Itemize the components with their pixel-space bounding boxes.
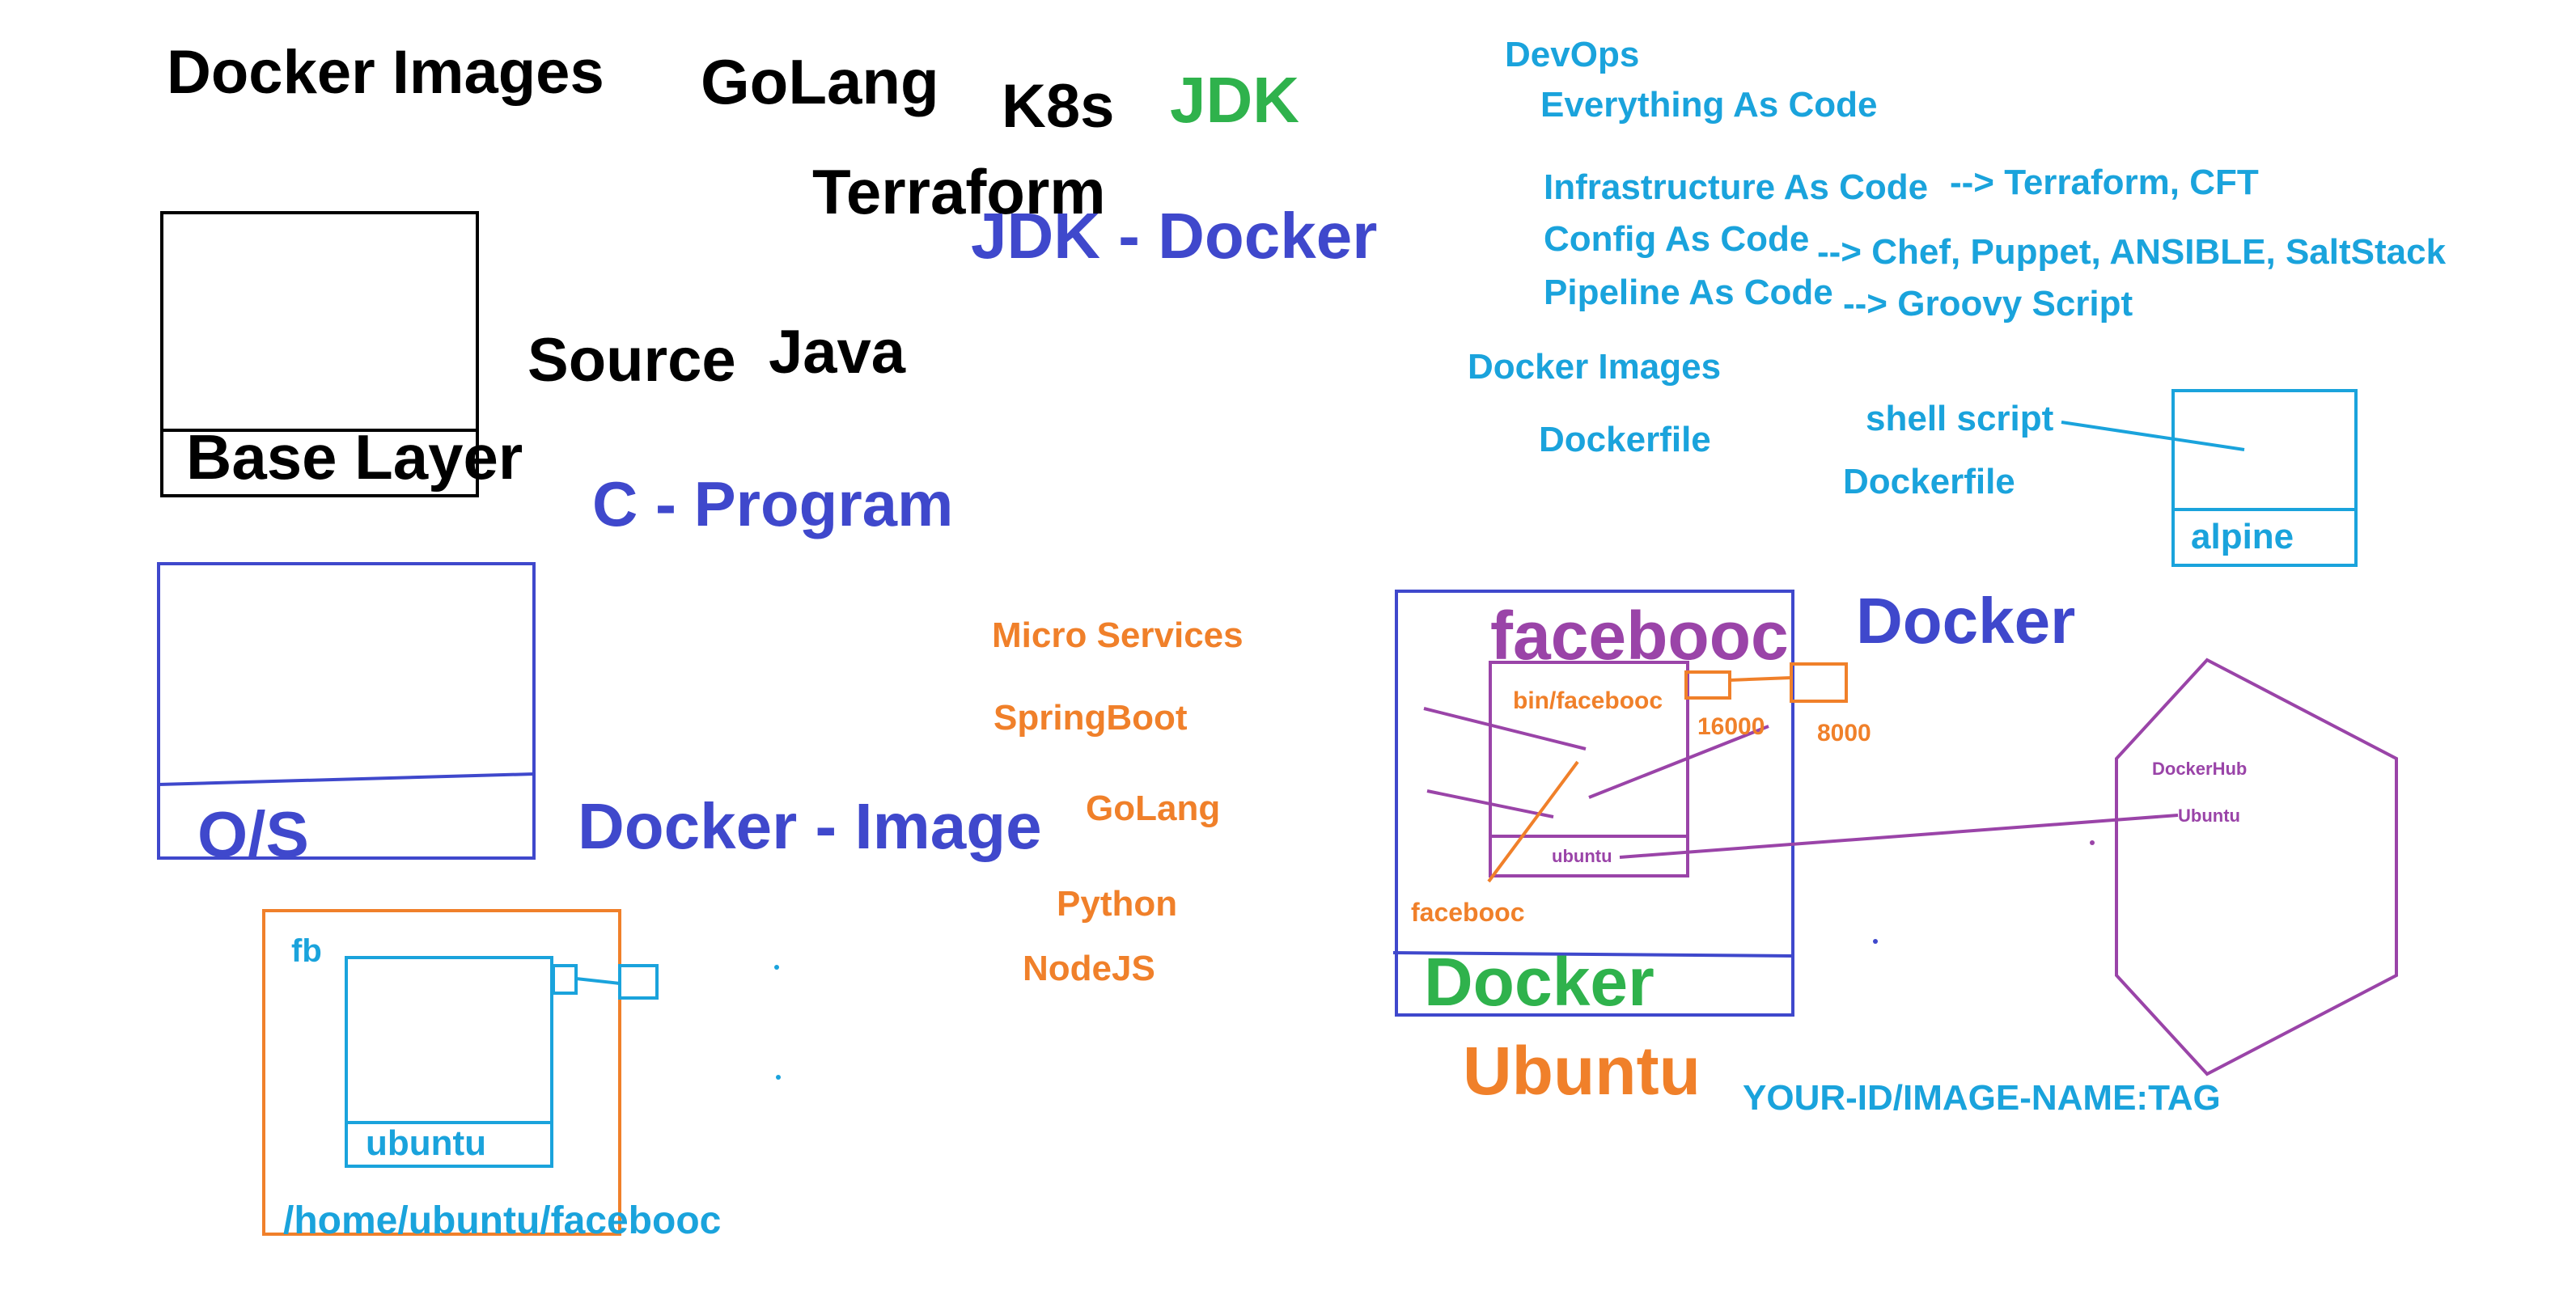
hub-ubuntu-label: Ubuntu [2178,806,2240,826]
fb-path: /home/ubuntu/facebooc [283,1199,722,1242]
os-divider [158,772,535,786]
container-ubuntu-label: ubuntu [1552,846,1612,866]
golang-word: GoLang [701,46,939,117]
facebooc-title: facebooc [1490,598,1789,674]
port-box-container [1684,670,1731,700]
dot [776,1075,781,1080]
dockerhub-hexagon [2115,658,2398,1076]
fb-port-link [575,977,621,985]
config-tools-text: --> Chef, Puppet, ANSIBLE, SaltStack [1817,232,2447,272]
alpine-box [2171,389,2358,567]
docker-image-word: Docker - Image [578,790,1042,862]
dot [2090,840,2095,845]
dockerfile-note: Dockerfile [1539,420,1711,459]
ubuntu-os-label: Ubuntu [1463,1033,1701,1109]
fb-port-large [618,964,659,1000]
jdk-docker-word: JDK - Docker [971,200,1378,272]
springboot-text: SpringBoot [994,698,1188,738]
k8s-word: K8s [1002,72,1115,141]
golang-service-text: GoLang [1086,789,1221,828]
iac-text: Infrastructure As Code [1544,167,1929,207]
binary-label: bin/facebooc [1513,687,1663,714]
source-to-container-link [1487,760,1579,883]
java-word: Java [769,318,906,387]
iac-tools-text: --> Terraform, CFT [1950,163,2259,202]
fb-ubuntu-label: ubuntu [366,1123,487,1163]
nodejs-text: NodeJS [1023,949,1155,988]
dot [774,965,779,970]
devops-heading: DevOps [1505,35,1640,74]
scribble-line [1423,707,1587,751]
micro-services-text: Micro Services [992,615,1244,655]
port-container-label: 16000 [1697,713,1765,740]
pipeline-text: Pipeline As Code [1544,273,1833,312]
base-layer-label: Base Layer [186,421,523,493]
docker-host-divider [1392,951,1794,958]
source-word: Source [527,326,736,395]
shell-script-note: shell script [1866,399,2054,438]
terraform-word: Terraform [812,156,1106,227]
docker-images-word: Docker Images [167,38,604,107]
dockerfile-note-2: Dockerfile [1843,462,2015,501]
facebooc-source-label: facebooc [1411,898,1525,927]
docker-engine-label: Docker [1424,944,1654,1020]
shell-script-pointer [2061,421,2245,451]
docker-host-box [1395,590,1794,1017]
fb-box [262,909,621,1236]
port-mapping-link [1729,676,1792,682]
config-text: Config As Code [1544,219,1810,259]
dot [1873,939,1878,944]
port-host-label: 8000 [1817,720,1871,746]
scribble-line [1426,789,1554,818]
dockerhub-label: DockerHub [2152,759,2248,779]
os-box [157,562,536,860]
python-text: Python [1057,884,1178,924]
image-tag-format: YOUR-ID/IMAGE-NAME:TAG [1743,1078,2221,1118]
docker-images-note: Docker Images [1468,347,1722,387]
jdk-word: JDK [1170,64,1300,136]
os-label: O/S [197,798,309,870]
port-box-host [1790,662,1848,703]
pipeline-tools-text: --> Groovy Script [1843,284,2133,324]
fb-title: fb [291,933,322,969]
alpine-label: alpine [2191,517,2294,556]
facebooc-container [1489,661,1689,877]
fb-port-small [552,964,578,995]
docker-side-label: Docker [1856,585,2076,657]
everything-as-code: Everything As Code [1540,85,1878,125]
c-program-word: C - Program [592,468,954,539]
base-layer-box [160,211,479,497]
fb-ubuntu-container [345,956,553,1168]
scribble-line [1588,725,1769,799]
ubuntu-to-hub-link [1619,814,2179,859]
